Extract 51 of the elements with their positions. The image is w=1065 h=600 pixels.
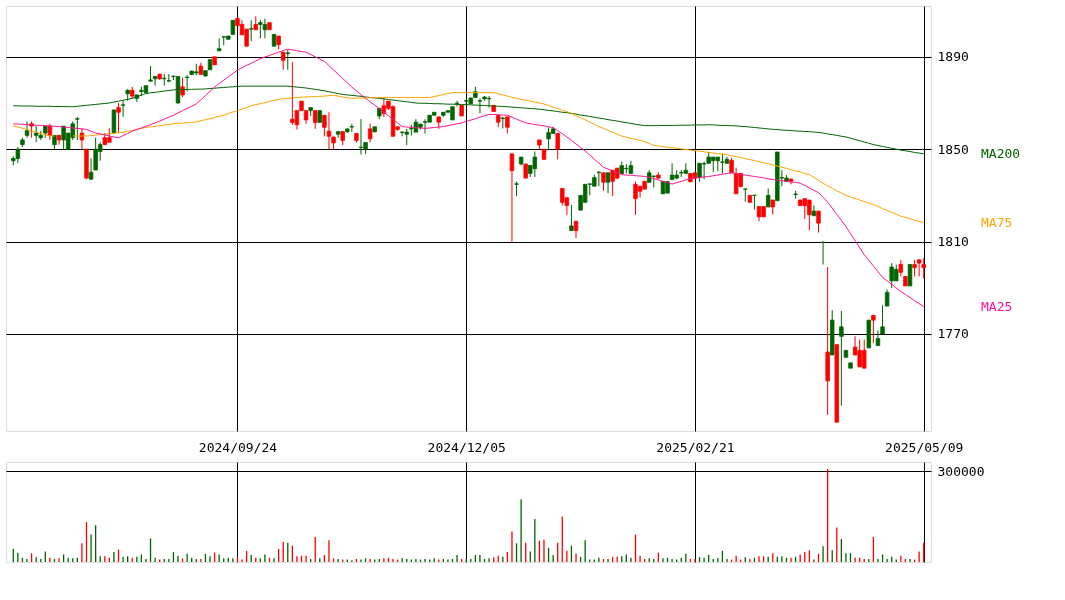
candlestick <box>509 153 515 243</box>
candlestick <box>24 120 30 139</box>
y-tick-label: 1850 <box>937 141 969 157</box>
candlestick <box>120 100 126 118</box>
candlestick <box>752 194 757 210</box>
text: MA200 <box>981 145 1021 161</box>
x-tick-label: 2025/02/21 <box>656 439 735 455</box>
candlestick <box>839 310 844 407</box>
candlestick <box>162 73 167 87</box>
candlestick <box>454 100 460 107</box>
line-series <box>12 48 925 308</box>
candlestick <box>820 241 826 265</box>
candlestick <box>596 170 602 187</box>
candlestick <box>816 210 821 234</box>
x-tick-label: 2024/09/24 <box>198 439 278 455</box>
candlestick <box>75 116 80 141</box>
candlestick <box>921 257 926 280</box>
x-tick-label: 2025/05/09 <box>885 439 964 455</box>
candlestick <box>367 123 373 143</box>
candlestick <box>335 131 341 139</box>
y-tick-label: 1890 <box>937 49 969 65</box>
candlestick <box>152 75 158 87</box>
candlestick <box>907 263 913 287</box>
x-tick-label: 2024/12/05 <box>427 439 506 455</box>
candlestick <box>326 111 332 150</box>
candlestick <box>605 172 611 194</box>
candlestick <box>313 110 318 130</box>
candlestick <box>669 162 675 181</box>
y-tick-label: 1810 <box>937 234 969 250</box>
candlestick <box>880 304 885 335</box>
text: MA25 <box>981 298 1013 314</box>
candlestick <box>248 19 254 42</box>
candlestick <box>720 153 725 174</box>
candlestick <box>743 188 748 203</box>
text: MA75 <box>981 214 1013 230</box>
candlestick <box>765 187 771 208</box>
candlestick <box>871 315 876 344</box>
y-tick-label: 1770 <box>937 326 969 342</box>
candlestick <box>569 204 574 232</box>
candlestick <box>285 49 290 71</box>
candlestick <box>555 133 560 160</box>
candlestick <box>422 118 428 134</box>
candlestick <box>290 61 295 126</box>
candlestick <box>875 330 881 347</box>
y-tick-label: 300000 <box>937 463 985 479</box>
candlestick <box>358 118 364 156</box>
candlestick <box>532 151 538 178</box>
candlestick <box>601 172 606 192</box>
candlestick <box>258 19 263 39</box>
candlestick <box>116 102 121 134</box>
candlestick <box>637 185 643 199</box>
